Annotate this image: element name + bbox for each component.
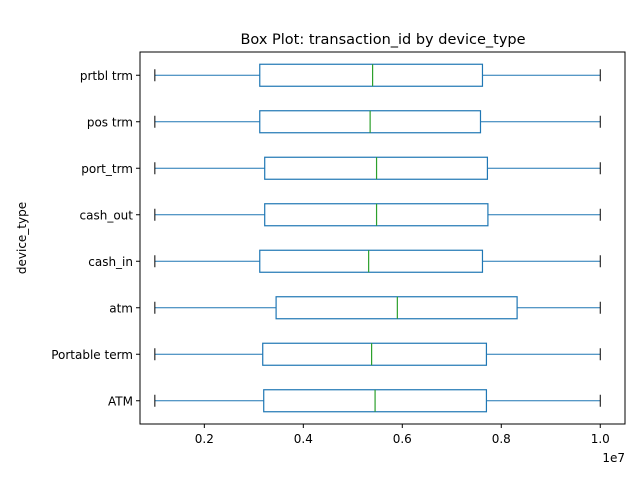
- box-prtbl-trm-iqr: [259, 63, 484, 87]
- axes-frame: [139, 51, 626, 425]
- y-tick-label-cash-in: cash_in: [88, 255, 133, 269]
- x-tick-label-3: 0.8: [492, 432, 511, 446]
- box-portable-term-iqr: [262, 342, 488, 366]
- box-atm-iqr: [275, 296, 518, 320]
- y-tick-label-portable-term: Portable term: [51, 348, 133, 362]
- x-tick-label-1: 0.4: [294, 432, 313, 446]
- y-tick-label-prtbl-trm: prtbl trm: [80, 69, 133, 83]
- x-tick-label-0: 0.2: [195, 432, 214, 446]
- chart-title: Box Plot: transaction_id by device_type: [240, 32, 525, 48]
- x-tick-label-4: 1.0: [591, 432, 610, 446]
- y-tick-label-port-trm: port_trm: [81, 162, 133, 176]
- y-tick-label-atm: ATM: [108, 394, 133, 408]
- box-cash-in-iqr: [259, 249, 484, 273]
- x-tick-label-2: 0.6: [393, 432, 412, 446]
- plot-area: ATM Portable term atm cash_in cash_out port_t…: [51, 51, 626, 446]
- x-axis-offset-label: 1e7: [602, 451, 625, 465]
- y-axis-label: device_type: [15, 202, 29, 274]
- y-tick-label-pos-trm: pos trm: [87, 115, 133, 129]
- y-tick-label-atm: atm: [109, 301, 133, 315]
- y-tick-label-cash-out: cash_out: [80, 208, 134, 222]
